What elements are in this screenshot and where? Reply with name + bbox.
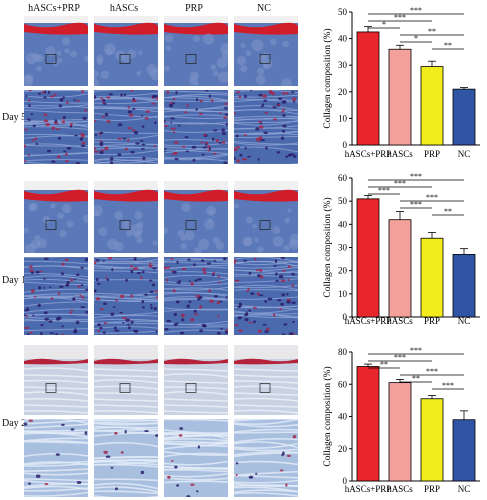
y-tick-label: 10 (338, 289, 348, 299)
x-tick-label: hASCs (387, 316, 413, 326)
significance-label: * (414, 34, 418, 43)
x-tick-label: PRP (424, 484, 440, 494)
x-tick-label: hASCs+PRP (345, 484, 392, 494)
y-tick-label: 10 (338, 113, 348, 123)
bar-0 (356, 31, 380, 146)
y-tick-label: 30 (338, 60, 348, 70)
y-tick-label: 80 (338, 347, 348, 357)
bar-3 (452, 419, 476, 482)
x-tick-label: NC (458, 316, 471, 326)
x-tick-label: NC (458, 484, 471, 494)
y-axis-label: Collagen composition (%) (322, 28, 333, 128)
y-tick-label: 20 (338, 266, 348, 276)
column-header-hascs-prp: hASCs+PRP (28, 3, 80, 14)
day-label-5: Day 5 (2, 112, 27, 123)
bar-3 (452, 88, 476, 146)
significance-label: ** (444, 207, 452, 216)
y-tick-label: 40 (338, 412, 348, 422)
x-tick-label: PRP (424, 316, 440, 326)
y-tick-label: 20 (338, 444, 348, 454)
histology-overview-r1-c3 (234, 181, 298, 253)
bar-2 (420, 66, 444, 146)
bar-2 (420, 398, 444, 482)
y-tick-label: 40 (338, 219, 348, 229)
x-tick-label: hASCs (387, 484, 413, 494)
y-tick-label: 0 (343, 312, 348, 322)
histology-zoom-r0-c3 (234, 90, 298, 164)
day-label-21: Day 21 (2, 418, 32, 429)
histology-overview-r0-c3 (234, 16, 298, 86)
histology-zoom-r0-c0 (24, 90, 88, 164)
histology-overview-r1-c0 (24, 181, 88, 253)
x-tick-label: hASCs+PRP (345, 316, 392, 326)
y-tick-label: 0 (343, 140, 348, 150)
collagen-chart-day5: 0 10 20 30 40 50 Collagen composition (%) hASCs… (322, 6, 480, 159)
histology-zoom-r2-c2 (164, 419, 228, 497)
y-tick-label: 40 (338, 34, 348, 44)
y-axis-label: Collagen composition (%) (322, 197, 333, 297)
collagen-chart-day11: 0 10 20 30 40 50 60 Collagen composition (%) hAS… (322, 172, 480, 326)
histology-zoom-r1-c2 (164, 257, 228, 335)
collagen-chart-day21: 0 20 40 60 80 Collagen composition (%) hASCs+P… (322, 346, 480, 494)
significance-label: ** (428, 27, 436, 36)
histology-overview-r1-c2 (164, 181, 228, 253)
y-tick-label: 60 (338, 173, 348, 183)
x-tick-label: hASCs+PRP (345, 149, 392, 159)
significance-label: *** (410, 6, 422, 15)
significance-label: *** (394, 179, 406, 188)
histology-zoom-r1-c0 (24, 257, 88, 335)
bar-1 (388, 48, 412, 146)
significance-label: *** (426, 193, 438, 202)
y-tick-label: 60 (338, 379, 348, 389)
histology-zoom-r0-c1 (94, 90, 158, 164)
y-tick-label: 30 (338, 243, 348, 253)
significance-label: ** (444, 41, 452, 50)
histology-overview-r2-c3 (234, 345, 298, 415)
x-tick-label: NC (458, 149, 471, 159)
significance-label: *** (426, 367, 438, 376)
y-tick-label: 50 (338, 196, 348, 206)
significance-label: *** (378, 186, 390, 195)
significance-label: *** (442, 381, 454, 390)
histology-overview-r1-c1 (94, 181, 158, 253)
histology-zoom-r2-c1 (94, 419, 158, 497)
histology-overview-r2-c1 (94, 345, 158, 415)
significance-label: *** (410, 346, 422, 355)
y-tick-label: 20 (338, 87, 348, 97)
histology-overview-r0-c1 (94, 16, 158, 86)
significance-label: * (382, 20, 386, 29)
histology-zoom-r1-c3 (234, 257, 298, 335)
bar-3 (452, 254, 476, 318)
column-header-hascs: hASCs (109, 3, 139, 14)
bar-0 (356, 198, 380, 318)
x-tick-label: hASCs (387, 149, 413, 159)
bar-2 (420, 237, 444, 318)
significance-label: *** (394, 353, 406, 362)
histology-overview-r2-c0 (24, 345, 88, 415)
significance-label: ** (412, 374, 420, 383)
significance-label: *** (394, 13, 406, 22)
column-header-nc: NC (257, 3, 271, 14)
y-tick-label: 0 (343, 476, 348, 486)
day-label-11: Day 11 (2, 275, 31, 286)
histology-zoom-r2-c0 (24, 419, 88, 497)
histology-overview-r2-c2 (164, 345, 228, 415)
significance-label: *** (410, 200, 422, 209)
histology-overview-r0-c2 (164, 16, 228, 86)
bar-0 (356, 366, 380, 482)
significance-label: ** (380, 360, 388, 369)
x-tick-label: PRP (424, 149, 440, 159)
y-axis-label: Collagen composition (%) (322, 366, 333, 466)
histology-overview-r0-c0 (24, 16, 88, 86)
significance-label: *** (410, 172, 422, 181)
bar-1 (388, 219, 412, 318)
histology-zoom-r0-c2 (164, 90, 228, 164)
histology-zoom-r1-c1 (94, 257, 158, 335)
bar-1 (388, 382, 412, 482)
column-header-prp: PRP (185, 3, 203, 14)
histology-zoom-r2-c3 (234, 419, 298, 497)
y-tick-label: 50 (338, 7, 348, 17)
